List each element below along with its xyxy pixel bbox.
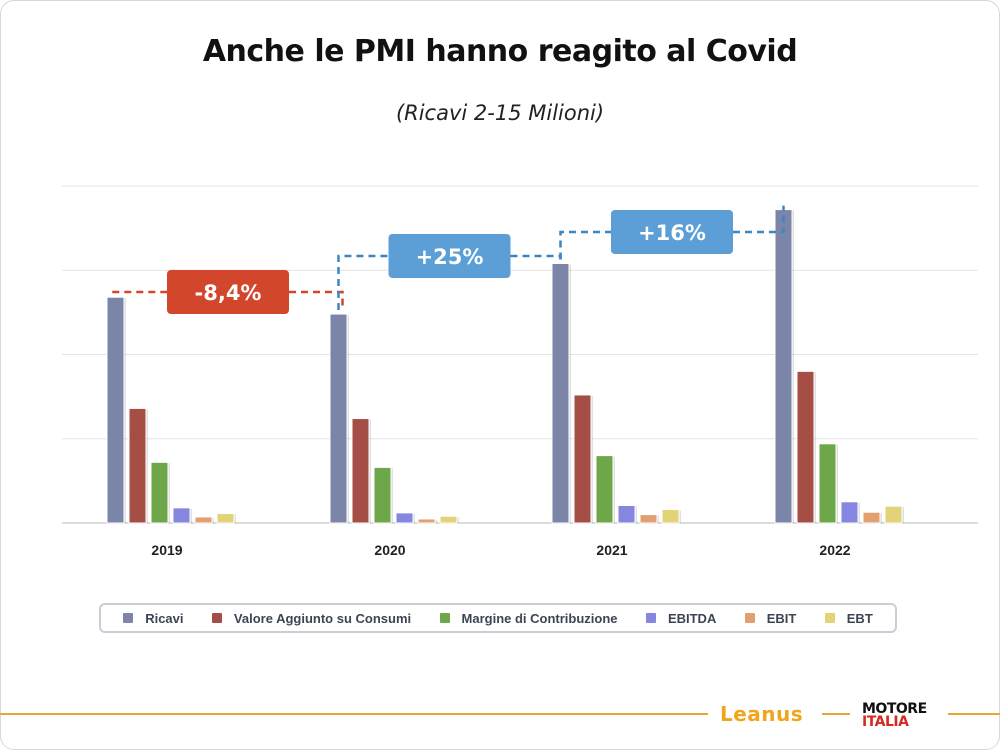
legend-swatch bbox=[439, 613, 450, 623]
legend-label: EBT bbox=[846, 610, 873, 626]
legend-label: EBITDA bbox=[667, 610, 717, 626]
legend-swatch bbox=[123, 613, 134, 623]
bar-ebit-2019 bbox=[194, 516, 213, 524]
bar-ebt-2019 bbox=[216, 513, 235, 524]
annotation-connector bbox=[733, 205, 785, 234]
bar-valore-aggiunto-su-consumi-2019 bbox=[128, 407, 147, 524]
bar-margine-di-contribuzione-2022 bbox=[818, 443, 837, 524]
legend-swatch bbox=[645, 613, 656, 623]
annotation-box bbox=[388, 234, 511, 278]
bar-ebit-2022 bbox=[862, 511, 881, 524]
bar-ebt-2020 bbox=[439, 515, 458, 524]
bar-margine-di-contribuzione-2020 bbox=[373, 466, 392, 524]
x-tick-label: 2019 bbox=[151, 542, 182, 558]
page-subtitle: (Ricavi 2-15 Milioni) bbox=[395, 101, 605, 125]
bar-ricavi-2021 bbox=[551, 263, 570, 524]
legend-item: Margine di Contribuzione bbox=[439, 610, 618, 626]
annotation-connector bbox=[559, 230, 611, 260]
bar-ebitda-2020 bbox=[395, 512, 414, 524]
legend-item: Ricavi bbox=[123, 610, 184, 626]
legend-item: Valore Aggiunto su Consumi bbox=[211, 610, 412, 626]
legend-swatch bbox=[744, 613, 755, 623]
chart-legend: Ricavi Valore Aggiunto su Consumi Margine … bbox=[99, 603, 897, 633]
motore-italia-logo: MOTORE ITALIA bbox=[862, 701, 942, 730]
bar-ebit-2021 bbox=[639, 514, 658, 524]
page-title: Anche le PMI hanno reagito al Covid bbox=[202, 34, 798, 69]
annotation-label: +16% bbox=[638, 221, 706, 245]
bar-valore-aggiunto-su-consumi-2020 bbox=[351, 418, 370, 524]
annotation-box bbox=[167, 270, 289, 314]
legend-item: EBT bbox=[824, 610, 873, 626]
annotation-connector bbox=[337, 254, 389, 311]
annotation-connector bbox=[289, 290, 344, 311]
bar-margine-di-contribuzione-2021 bbox=[595, 455, 614, 524]
bar-ebitda-2019 bbox=[172, 507, 191, 524]
x-tick-label: 2021 bbox=[596, 542, 627, 558]
bar-ebit-2020 bbox=[417, 518, 436, 524]
legend-label: Valore Aggiunto su Consumi bbox=[233, 610, 412, 626]
annotation-connector bbox=[510, 254, 562, 260]
footer-divider-right bbox=[948, 713, 1000, 715]
footer-divider-middle bbox=[822, 713, 850, 715]
motore-logo-line2: ITALIA bbox=[862, 714, 909, 730]
legend-label: Margine di Contribuzione bbox=[461, 610, 618, 626]
bar-margine-di-contribuzione-2019 bbox=[150, 461, 169, 524]
bar-ebitda-2022 bbox=[840, 501, 859, 524]
bar-ricavi-2019 bbox=[106, 296, 125, 524]
bar-valore-aggiunto-su-consumi-2022 bbox=[796, 370, 815, 524]
bar-valore-aggiunto-su-consumi-2021 bbox=[573, 394, 592, 524]
legend-swatch bbox=[824, 613, 835, 623]
legend-item: EBITDA bbox=[645, 610, 717, 626]
x-tick-label: 2022 bbox=[819, 542, 850, 558]
annotation-connector bbox=[112, 290, 167, 294]
motore-logo-line1: MOTORE bbox=[862, 701, 927, 717]
footer-divider-left bbox=[0, 713, 708, 715]
legend-swatch bbox=[211, 613, 222, 623]
legend-item: EBIT bbox=[744, 610, 797, 626]
bar-ebt-2022 bbox=[884, 505, 903, 524]
leanus-logo: Leanus bbox=[720, 702, 804, 726]
x-tick-label: 2020 bbox=[374, 542, 405, 558]
bar-ebitda-2021 bbox=[617, 504, 636, 524]
bar-ricavi-2020 bbox=[329, 313, 348, 524]
annotation-box bbox=[611, 210, 733, 254]
annotation-label: +25% bbox=[416, 245, 484, 269]
legend-label: Ricavi bbox=[145, 610, 184, 626]
bar-ebt-2021 bbox=[661, 509, 680, 524]
annotation-label: -8,4% bbox=[195, 281, 262, 305]
legend-label: EBIT bbox=[766, 610, 797, 626]
bar-chart: 2019 2020 2021 2022 -8,4% +25% +16% bbox=[62, 185, 978, 558]
bar-ricavi-2022 bbox=[774, 209, 793, 524]
